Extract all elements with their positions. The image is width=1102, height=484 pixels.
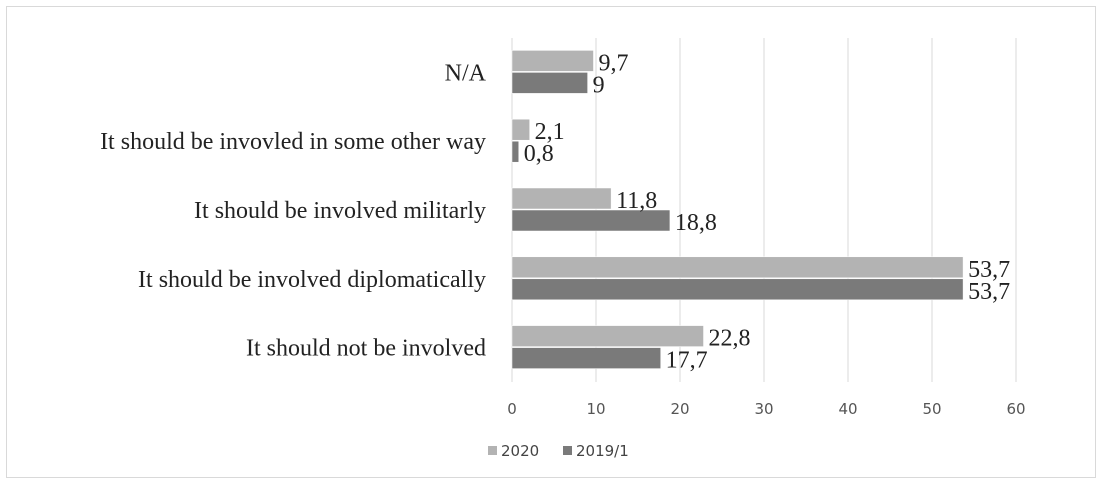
bar-series-2-cat-0 (511, 72, 588, 94)
data-label: 18,8 (675, 210, 717, 236)
gridlines (511, 38, 1017, 382)
data-label: 53,7 (968, 257, 1010, 283)
bar-series-1-cat-2 (511, 187, 612, 210)
x-tick-label: 50 (922, 400, 941, 418)
category-label: It should be involved militarly (194, 198, 486, 224)
category-label: It should not be involved (246, 336, 486, 362)
bar-series-1-cat-0 (511, 50, 594, 72)
bar-series-2-cat-3 (511, 278, 964, 301)
data-label: 11,8 (616, 188, 657, 214)
bar-series-1-cat-4 (511, 325, 704, 347)
data-label: 22,8 (709, 326, 751, 352)
category-label: N/A (445, 60, 487, 86)
data-label: 9 (593, 72, 605, 98)
bars (511, 50, 964, 369)
data-label: 17,7 (666, 348, 708, 374)
bar-series-1-cat-3 (511, 256, 964, 279)
legend-swatch-2 (563, 446, 572, 455)
category-label: It should be invovled in some other way (100, 129, 486, 155)
legend-swatch-1 (488, 446, 497, 455)
category-labels: N/A It should be invovled in some other w… (100, 60, 487, 361)
legend: 2020 2019/1 (488, 442, 629, 460)
data-label: 9,7 (598, 50, 628, 76)
bar-series-1-cat-1 (511, 118, 530, 141)
x-tick-label: 60 (1006, 400, 1025, 418)
data-label: 2,1 (535, 119, 565, 145)
x-tick-label: 10 (586, 400, 605, 418)
legend-label-1: 2020 (501, 442, 539, 460)
x-tick-label: 40 (838, 400, 857, 418)
data-label: 53,7 (968, 279, 1010, 305)
x-tick-label: 30 (754, 400, 773, 418)
legend-label-2: 2019/1 (576, 442, 629, 460)
bar-series-2-cat-1 (511, 140, 519, 163)
x-axis-ticks: 0 10 20 30 40 50 60 (507, 400, 1025, 418)
x-tick-label: 20 (670, 400, 689, 418)
bar-series-2-cat-2 (511, 209, 671, 232)
x-tick-label: 0 (507, 400, 517, 418)
data-labels: 9,79 2,10,8 11,8 18,8 53,753,7 22,817,7 (524, 50, 1010, 373)
data-label: 0,8 (524, 141, 554, 167)
bar-series-2-cat-4 (511, 347, 661, 369)
category-label: It should be involved diplomatically (138, 267, 486, 293)
